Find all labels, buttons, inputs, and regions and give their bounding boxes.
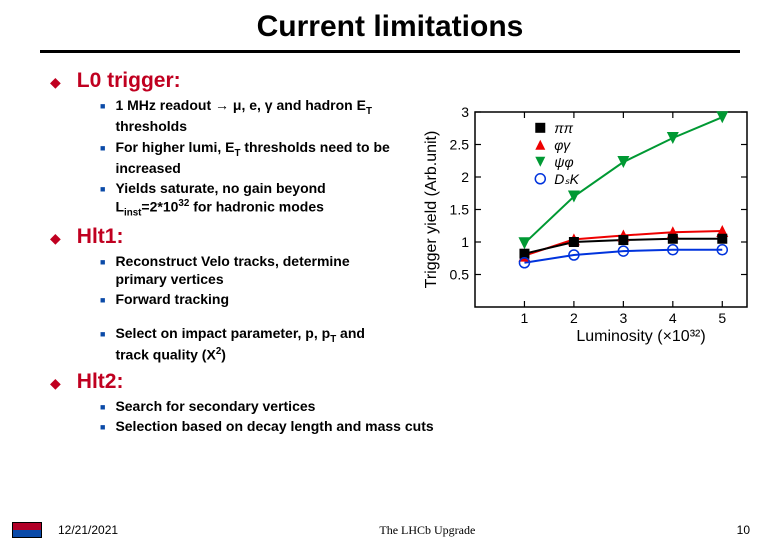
lhcb-logo <box>12 522 42 538</box>
svg-text:ππ: ππ <box>554 120 573 136</box>
svg-text:2: 2 <box>461 169 469 185</box>
svg-text:1: 1 <box>461 234 469 250</box>
svg-text:3: 3 <box>619 310 627 326</box>
list-item-text: Yields saturate, no gain beyond Linst=2*… <box>115 180 400 219</box>
section-heading-text: L0 trigger: <box>77 69 181 93</box>
svg-text:φγ: φγ <box>554 137 571 153</box>
svg-text:2: 2 <box>570 310 578 326</box>
square-icon: ■ <box>100 402 105 412</box>
square-icon: ■ <box>100 101 105 111</box>
svg-text:1: 1 <box>521 310 529 326</box>
section-heading-text: Hlt1: <box>77 225 124 249</box>
svg-text:1.5: 1.5 <box>450 202 470 218</box>
trigger-yield-chart: 1 2 3 4 5 0.5 1 1.5 2 2.5 3 Trigger yield (Arb.unit… <box>420 100 760 345</box>
list-item-text: Forward tracking <box>115 291 229 309</box>
diamond-icon: ◆ <box>50 375 61 392</box>
svg-text:2.5: 2.5 <box>450 137 470 153</box>
list-item-text: For higher lumi, ET thresholds need to b… <box>115 139 400 178</box>
slide-title: Current limitations <box>40 10 740 53</box>
list-item-text: Reconstruct Velo tracks, determine prima… <box>115 253 400 288</box>
footer-page: 10 <box>737 523 750 537</box>
svg-text:3: 3 <box>461 104 469 120</box>
list-item-text: 1 MHz readout → μ, e, γ and hadron ET th… <box>115 97 400 136</box>
footer-date: 12/21/2021 <box>58 523 118 537</box>
section-heading: ◆ L0 trigger: <box>50 69 780 93</box>
svg-text:ψφ: ψφ <box>554 154 573 170</box>
square-icon: ■ <box>100 422 105 432</box>
list-item: ■ Reconstruct Velo tracks, determine prim… <box>100 253 400 288</box>
list-item: ■ Selection based on decay length and mas… <box>100 418 620 436</box>
list-item: ■ Search for secondary vertices <box>100 398 620 416</box>
list-item: ■ Forward tracking <box>100 291 400 309</box>
section-heading: ◆ Hlt2: <box>50 370 780 394</box>
svg-text:5: 5 <box>718 310 726 326</box>
svg-text:0.5: 0.5 <box>450 267 470 283</box>
diamond-icon: ◆ <box>50 74 61 91</box>
square-icon: ■ <box>100 257 105 267</box>
svg-text:DₛK: DₛK <box>554 171 579 187</box>
list-item: ■ For higher lumi, ET thresholds need to … <box>100 139 400 178</box>
list-item: ■ 1 MHz readout → μ, e, γ and hadron ET t… <box>100 97 400 136</box>
square-icon: ■ <box>100 329 105 339</box>
section-heading-text: Hlt2: <box>77 370 124 394</box>
list-item-text: Select on impact parameter, p, pT and tr… <box>115 325 400 364</box>
svg-text:Luminosity (×10³²): Luminosity (×10³²) <box>576 328 705 345</box>
footer-title: The LHCb Upgrade <box>379 523 475 538</box>
slide-footer: 12/21/2021 The LHCb Upgrade 10 <box>0 522 780 538</box>
svg-text:4: 4 <box>669 310 677 326</box>
list-item-text: Selection based on decay length and mass… <box>115 418 433 436</box>
square-icon: ■ <box>100 184 105 194</box>
square-icon: ■ <box>100 143 105 153</box>
list-item: ■ Yields saturate, no gain beyond Linst=2… <box>100 180 400 219</box>
square-icon: ■ <box>100 295 105 305</box>
list-item-text: Search for secondary vertices <box>115 398 315 416</box>
list-item: ■ Select on impact parameter, p, pT and t… <box>100 325 400 364</box>
svg-text:Trigger yield (Arb.unit): Trigger yield (Arb.unit) <box>423 131 440 289</box>
diamond-icon: ◆ <box>50 230 61 247</box>
